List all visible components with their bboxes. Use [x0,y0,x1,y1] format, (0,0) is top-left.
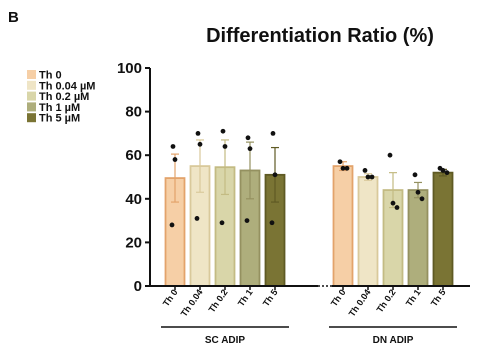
legend-swatch [27,80,36,90]
data-point [172,157,178,162]
x-tick-label: Th 0.2 [207,287,230,314]
data-point [247,146,253,152]
data-point [419,196,425,202]
legend-swatch [27,91,36,101]
x-tick-label: Th 0 [329,287,348,308]
data-point [365,174,371,180]
group-labels: SC ADIP DN ADIP [161,326,457,346]
bar [332,165,354,287]
x-tick-label: Th 1 [236,287,255,308]
data-point [270,131,276,136]
x-tick-label: Th 1 [404,287,423,308]
data-point [412,172,418,178]
y-tick-label: 0 [134,278,142,295]
data-point [415,189,421,195]
x-tick-label: Th 5 [261,287,280,308]
bars [164,128,454,287]
data-point [369,174,375,180]
group-label: DN ADIP [373,335,414,346]
data-point [195,131,201,136]
y-tick-label: 60 [125,147,142,164]
x-axis: Th 0 Th 0.04 Th 0.2 Th 1 Th 5 Th 0 Th 0.04 Th 0… [150,285,470,319]
data-point [440,168,446,173]
data-point [219,220,225,226]
y-tick-label: 80 [125,104,142,121]
data-point [222,144,228,149]
data-point [170,144,176,149]
y-tick-label: 20 [125,234,142,251]
data-point [220,128,226,134]
data-point [169,222,175,228]
data-point [244,218,250,224]
data-point [337,159,343,165]
bar [407,189,429,287]
y-axis: 0 20 40 60 80 100 [117,60,151,295]
bar [357,176,379,287]
x-tick-label: Th 0 [161,287,180,308]
x-tick-label: Th 0.2 [375,287,398,314]
legend-label: Th 0 [39,70,62,82]
data-point [394,205,400,210]
data-point [387,152,393,158]
group-label: SC ADIP [205,335,246,346]
x-tick-label: Th 0.04 [347,287,373,318]
data-point [344,165,350,171]
y-tick-label: 40 [125,191,142,208]
data-point [194,216,200,221]
bar [432,171,454,287]
data-point [444,170,450,176]
data-point [340,165,346,171]
legend-swatch [27,102,36,112]
panel-letter: B [8,9,19,26]
legend-swatch [27,113,36,123]
chart-title: Differentiation Ratio (%) [206,25,434,47]
legend-swatch [27,70,36,79]
data-point [269,220,275,226]
legend-label: Th 5 µM [39,113,80,125]
x-tick-label: Th 5 [429,287,448,308]
x-tick-label: Th 0.04 [179,287,205,318]
data-point [272,172,278,178]
data-point [390,200,396,206]
legend-label: Th 1 µM [39,102,80,114]
data-point [245,135,251,141]
y-tick-label: 100 [117,60,142,77]
legend-label: Th 0.2 µM [39,91,89,103]
data-point [362,168,368,173]
legend-label: Th 0.04 µM [39,80,95,92]
data-point [197,141,203,147]
